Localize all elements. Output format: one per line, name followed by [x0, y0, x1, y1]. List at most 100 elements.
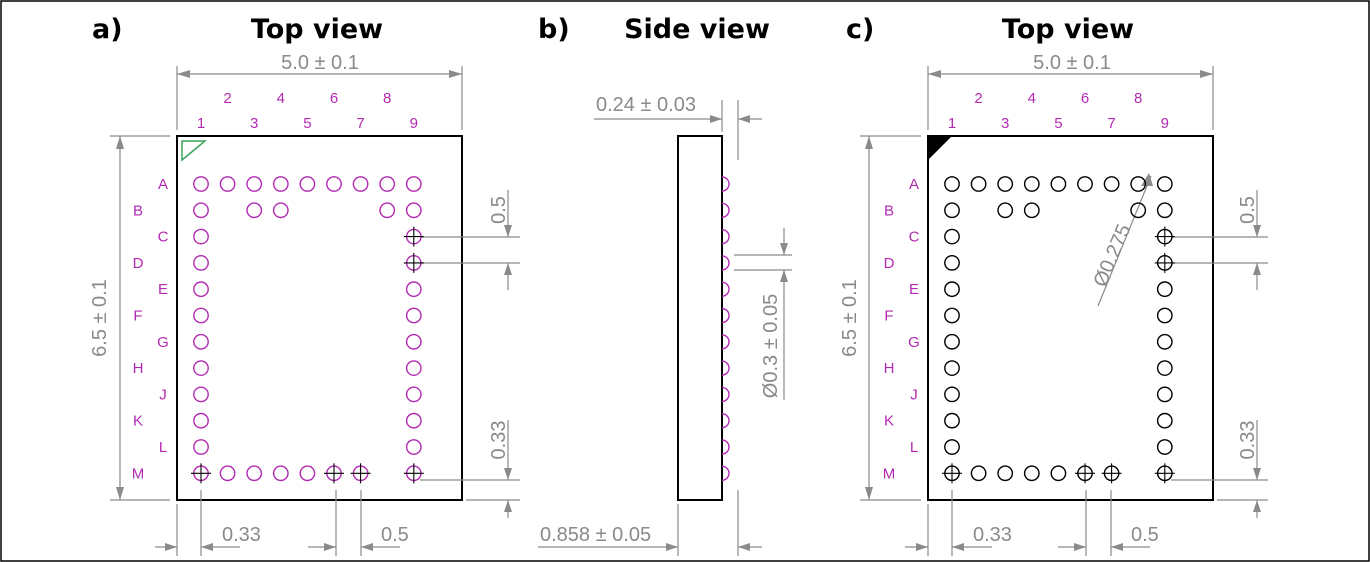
- pin-pad: [193, 281, 209, 298]
- row-label: G: [157, 334, 169, 351]
- row-label: H: [133, 360, 144, 377]
- height-dim-a: 6.5 ± 0.1: [89, 279, 111, 357]
- row-label: C: [909, 229, 920, 246]
- pin-pad: [246, 202, 263, 219]
- package-outline-a: [176, 135, 463, 501]
- row-label: E: [909, 281, 919, 298]
- solder-ball: [721, 465, 730, 481]
- pin-pad: [272, 176, 289, 192]
- pin-pad: [1103, 176, 1120, 192]
- pin-pad: [405, 202, 422, 219]
- pin-pad: [1156, 386, 1173, 403]
- row-label: K: [884, 413, 894, 430]
- arrowheads: [1074, 543, 1123, 551]
- pin-pad: [1023, 176, 1040, 192]
- edge-dim-c: 0.33: [1237, 421, 1259, 460]
- panel-a-title: Top view: [251, 14, 383, 45]
- pin-pad: [1050, 176, 1067, 192]
- row-label: E: [158, 281, 168, 298]
- arrowheads: [324, 543, 373, 551]
- arrowheads: [1141, 173, 1153, 186]
- pin-pad: [405, 386, 422, 403]
- panel-c-title: Top view: [1002, 14, 1134, 45]
- pin-pad: [193, 386, 209, 403]
- pin-pad: [379, 176, 396, 192]
- arrowheads: [1253, 225, 1261, 275]
- height-dim-c: 6.5 ± 0.1: [839, 279, 861, 357]
- pin-pad: [970, 465, 987, 482]
- pin-pad: [1156, 439, 1173, 455]
- pin1-marker-c: [928, 136, 952, 160]
- pin-pad: [1077, 176, 1093, 192]
- width-dim-a: 5.0 ± 0.1: [281, 52, 359, 74]
- solder-ball: [721, 202, 730, 218]
- pin-pad: [219, 465, 236, 482]
- pin-pad: [944, 307, 960, 324]
- ball-dim: Ø0.3 ± 0.05: [760, 294, 782, 398]
- pin-pad: [405, 176, 422, 192]
- row-label: L: [159, 439, 167, 456]
- pin-pad: [970, 176, 987, 192]
- column-label: 7: [356, 115, 364, 132]
- solder-ball: [721, 307, 730, 324]
- panel-c: c) Top view 5.0 ± 0.1 6.5 ± 0.1 0.5 0.33: [839, 14, 1268, 556]
- row-label: B: [133, 202, 143, 219]
- pin-pad: [944, 228, 960, 245]
- pin-pad: [219, 176, 236, 192]
- row-label: L: [910, 439, 918, 456]
- column-label: 3: [250, 115, 258, 132]
- side-top-dim: 0.24 ± 0.03: [596, 94, 696, 116]
- pin-pad: [405, 439, 422, 455]
- pin-pad: [246, 176, 263, 192]
- pin-pad: [193, 228, 209, 245]
- arrowheads: [504, 225, 512, 275]
- pin-pad: [1156, 176, 1173, 192]
- column-label: 8: [383, 90, 391, 107]
- solder-ball: [721, 439, 730, 455]
- arrowheads: [780, 243, 788, 282]
- pin-pad: [193, 412, 209, 429]
- column-label: 6: [1081, 90, 1089, 107]
- pin-pad: [944, 281, 960, 298]
- row-label: K: [133, 413, 143, 430]
- pin-pad: [944, 386, 960, 403]
- package-outline-c: [927, 135, 1214, 501]
- row-label: M: [883, 465, 896, 482]
- arrowheads: [165, 543, 213, 551]
- pin-pad: [193, 333, 209, 350]
- row-label: J: [159, 386, 167, 403]
- column-label: 1: [197, 115, 205, 132]
- edge-dim-a: 0.33: [488, 421, 510, 460]
- arrowheads: [710, 115, 750, 123]
- bottom-edge-dim-a: 0.33: [222, 524, 261, 546]
- row-label: B: [884, 202, 894, 219]
- pin-pad: [272, 202, 289, 219]
- pin-pad: [405, 333, 422, 350]
- pad-dim-leader: [1097, 175, 1152, 307]
- column-label: 1: [948, 115, 956, 132]
- pin-pad: [193, 176, 209, 192]
- pin-pad: [1130, 176, 1147, 192]
- pin-pad: [193, 307, 209, 324]
- pitch-dim-c: 0.5: [1237, 196, 1259, 224]
- pin-pad: [405, 307, 422, 324]
- panel-a: a) Top view 5.0 ± 0.1 6.5 ± 0.1 0.5 0.33: [89, 14, 520, 556]
- pin-pad: [944, 439, 960, 455]
- row-label: A: [158, 176, 168, 193]
- arrowheads: [1253, 468, 1261, 512]
- pin-pad: [299, 465, 316, 482]
- row-label: A: [909, 176, 919, 193]
- panel-b-letter: b): [538, 14, 570, 45]
- pin-pad: [1156, 307, 1173, 324]
- bottom-edge-dim-c: 0.33: [973, 524, 1012, 546]
- pin-pad: [405, 412, 422, 429]
- pin-pad: [1156, 281, 1173, 298]
- solder-ball: [721, 281, 730, 297]
- solder-ball: [721, 228, 730, 245]
- row-label: D: [133, 255, 144, 272]
- row-label: F: [133, 308, 142, 325]
- solder-ball: [721, 176, 730, 192]
- solder-ball: [721, 360, 730, 376]
